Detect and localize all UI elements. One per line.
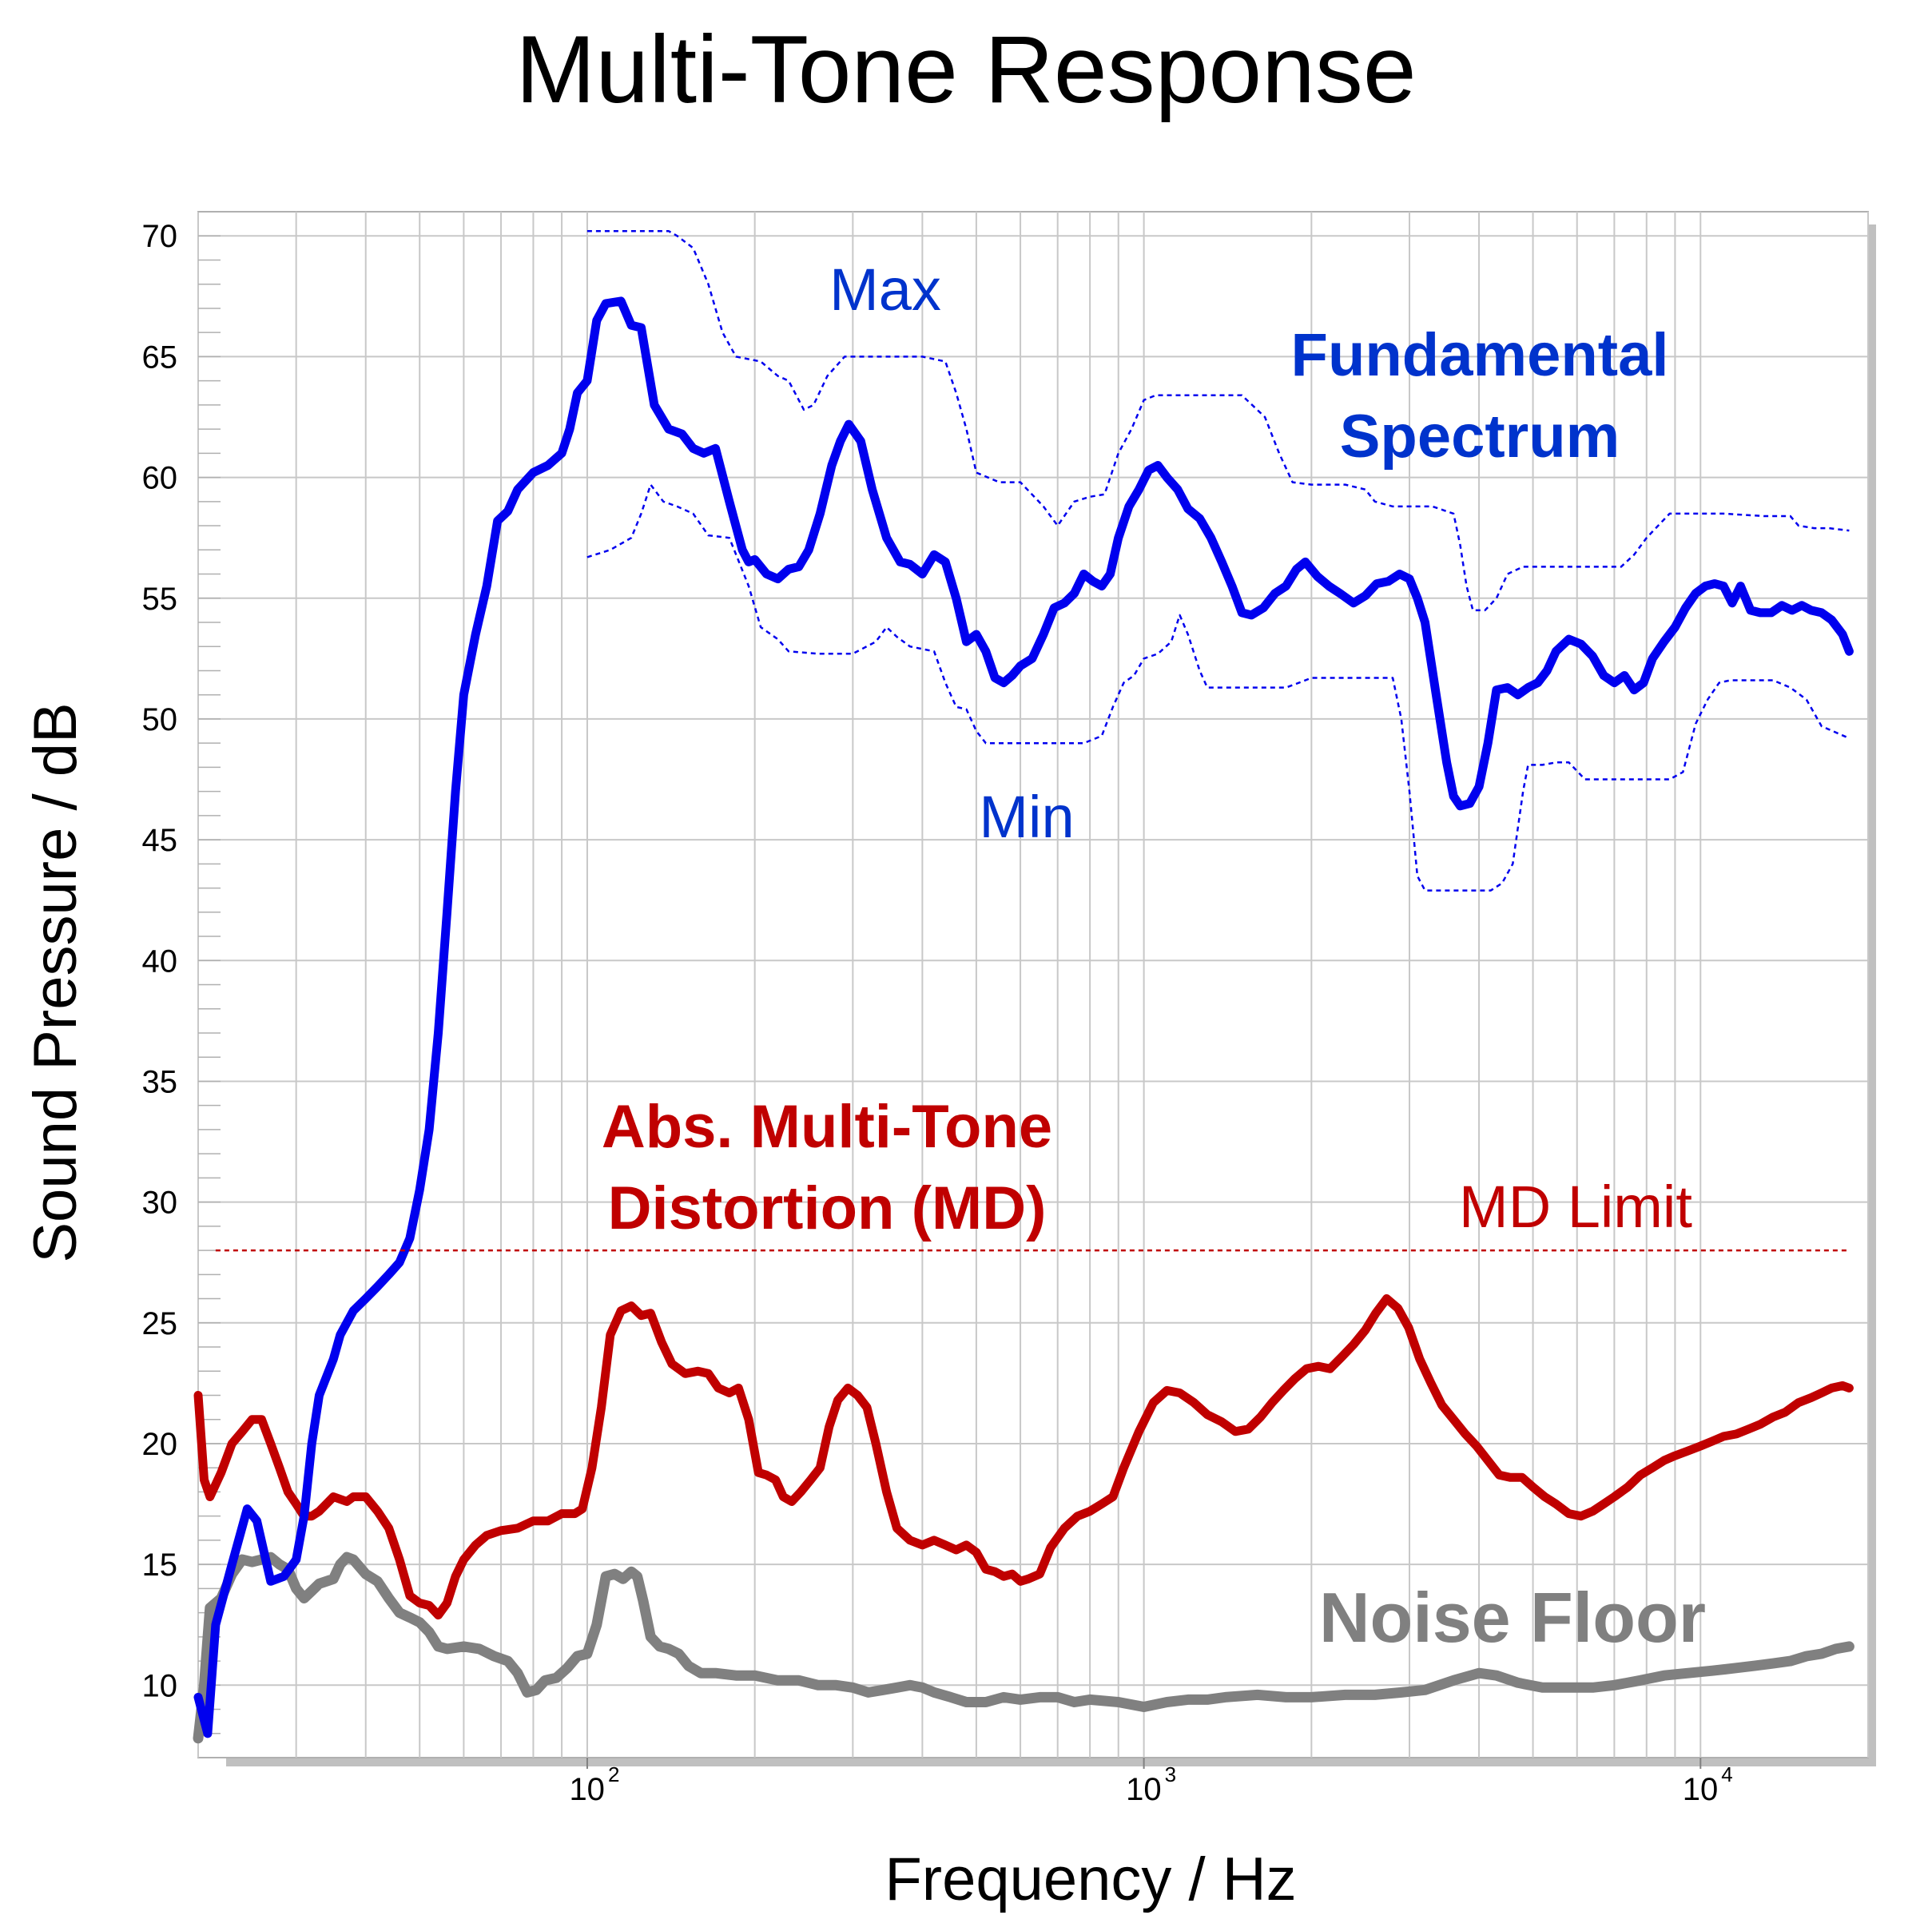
series-noise [193, 1552, 1854, 1744]
y-tick-label: 10 [142, 1668, 178, 1703]
x-tick-label-exponent: 2 [608, 1762, 619, 1786]
y-tick-label: 20 [142, 1427, 178, 1462]
series-layer [193, 229, 1854, 1744]
max-label: Max [829, 256, 941, 323]
x-axis-label: Frequency / Hz [885, 1846, 1296, 1913]
x-tick-label-exponent: 4 [1721, 1762, 1732, 1786]
y-axis-ticks: 10 15 20 25 30 35 40 45 50 55 60 65 70 [142, 219, 178, 1703]
series-distortion [193, 1294, 1854, 1620]
x-axis-ticks: 10 2 10 3 10 4 [569, 1762, 1732, 1807]
chart-title: Multi-Tone Response [515, 16, 1416, 123]
x-tick-label-exponent: 3 [1165, 1762, 1176, 1786]
md-limit-label: MD Limit [1459, 1174, 1692, 1240]
y-axis-label: Sound Pressure / dB [22, 702, 89, 1262]
plot-area [197, 211, 1869, 1758]
y-tick-label: 60 [142, 461, 178, 496]
fundamental-label-line2: Spectrum [1340, 403, 1620, 471]
y-tick-label: 70 [142, 219, 178, 254]
md-label-line2: Distortion (MD) [608, 1174, 1047, 1242]
y-tick-label: 15 [142, 1548, 178, 1583]
x-tick-label: 10 [569, 1772, 605, 1807]
y-tick-label: 55 [142, 582, 178, 617]
fundamental-label-line1: Fundamental [1291, 321, 1669, 389]
noise-floor-label: Noise Floor [1319, 1578, 1706, 1657]
grid-lines [197, 211, 1869, 1769]
x-tick-label: 10 [1683, 1772, 1719, 1807]
x-tick-label: 10 [1126, 1772, 1162, 1807]
y-tick-label: 40 [142, 944, 178, 979]
y-tick-label: 25 [142, 1306, 178, 1341]
md-label-line1: Abs. Multi-Tone [602, 1093, 1052, 1161]
min-label: Min [979, 784, 1074, 850]
y-tick-label: 65 [142, 340, 178, 375]
y-tick-label: 50 [142, 702, 178, 737]
y-tick-label: 30 [142, 1186, 178, 1221]
series-min-limit [586, 483, 1850, 892]
series-max-limit [586, 229, 1850, 612]
y-tick-label: 45 [142, 823, 178, 858]
y-tick-label: 35 [142, 1064, 178, 1099]
series-fundamental [193, 296, 1854, 1738]
